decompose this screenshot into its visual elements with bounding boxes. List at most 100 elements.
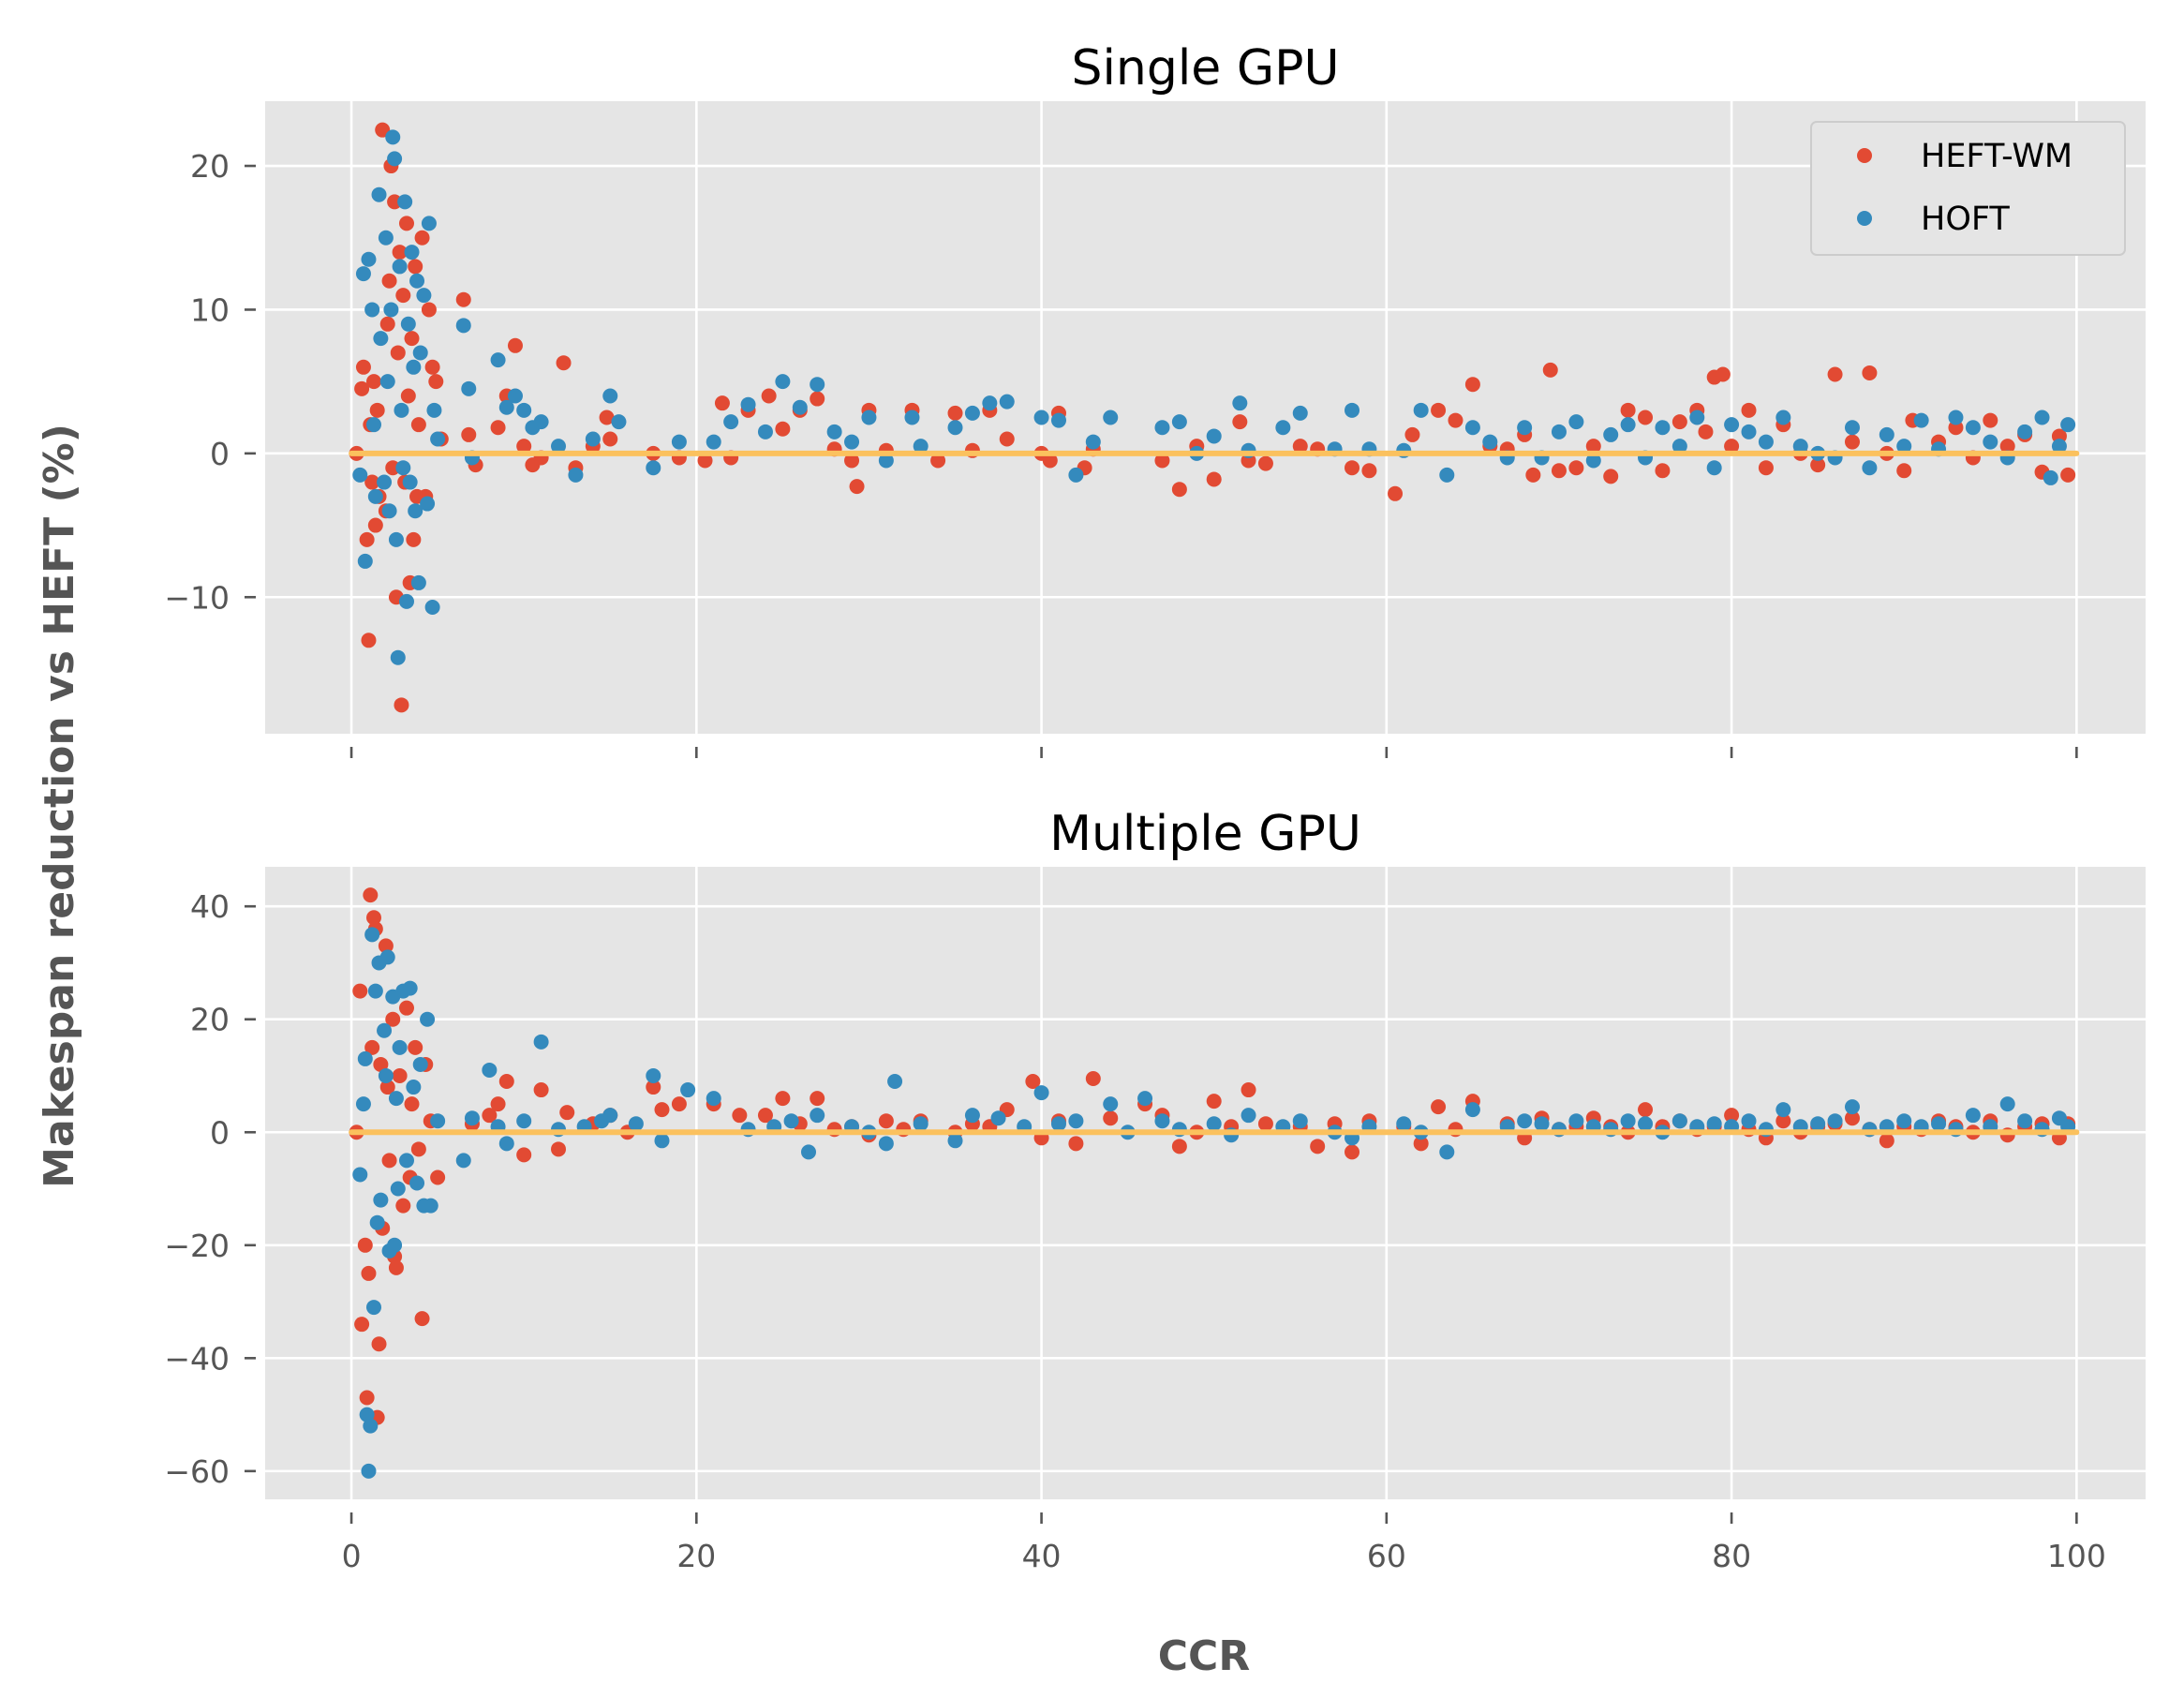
single-gpu-heft-wm-point bbox=[385, 460, 401, 476]
single-gpu-hoft-point bbox=[364, 302, 380, 318]
single-gpu-hoft-point bbox=[371, 186, 387, 202]
series-hoft bbox=[352, 129, 2076, 665]
single-gpu-heft-wm-point bbox=[1042, 453, 1058, 469]
multiple-gpu-hoft-point bbox=[1931, 1116, 1947, 1132]
multiple-gpu-hoft-point bbox=[654, 1133, 670, 1149]
single-gpu-heft-wm-point bbox=[1257, 455, 1273, 471]
single-gpu-hoft-point bbox=[461, 380, 477, 396]
single-gpu-heft-wm-point bbox=[1292, 439, 1308, 454]
single-gpu-hoft-point bbox=[740, 396, 756, 412]
multiple-gpu-hoft-point bbox=[1464, 1102, 1480, 1118]
single-gpu-heft-wm-point bbox=[406, 531, 422, 547]
single-gpu-hoft-point bbox=[394, 402, 409, 418]
multiple-gpu-hoft-point bbox=[1439, 1144, 1455, 1160]
single-gpu-hoft-point bbox=[826, 424, 842, 439]
single-gpu-hoft-point bbox=[387, 151, 403, 167]
single-gpu-heft-wm-point bbox=[849, 479, 865, 495]
multiple-gpu-hoft-point bbox=[602, 1108, 618, 1124]
multiple-gpu-hoft-point bbox=[1568, 1113, 1584, 1129]
multiple-gpu-hoft-point bbox=[516, 1113, 532, 1129]
multiple-gpu-heft-wm-point bbox=[430, 1169, 446, 1185]
multiple-gpu-heft-wm-point bbox=[1638, 1102, 1654, 1118]
single-gpu-heft-wm-point bbox=[1671, 414, 1687, 430]
single-gpu-hoft-point bbox=[1068, 467, 1084, 483]
multiple-gpu-hoft-point bbox=[455, 1153, 471, 1169]
single-gpu-hoft-point bbox=[792, 399, 808, 415]
single-gpu-hoft-point bbox=[1671, 439, 1687, 454]
panel-title: Multiple GPU bbox=[1049, 806, 1361, 862]
single-gpu-heft-wm-point bbox=[810, 391, 825, 407]
multiple-gpu-hoft-point bbox=[412, 1056, 428, 1072]
single-gpu-hoft-point bbox=[568, 467, 584, 483]
single-gpu-hoft-point bbox=[388, 531, 404, 547]
single-gpu-heft-wm-point bbox=[379, 316, 395, 332]
single-gpu-hoft-point bbox=[1103, 410, 1119, 425]
multiple-gpu-heft-wm-point bbox=[364, 1039, 380, 1055]
single-gpu-heft-wm-point bbox=[404, 331, 420, 347]
single-gpu-hoft-point bbox=[1655, 420, 1671, 436]
single-gpu-heft-wm-point bbox=[428, 374, 444, 390]
single-gpu-heft-wm-point bbox=[1715, 366, 1731, 382]
single-gpu-hoft-point bbox=[379, 374, 395, 390]
single-gpu-hoft-point bbox=[1792, 439, 1808, 454]
y-tick-label: 20 bbox=[190, 1002, 230, 1038]
single-gpu-hoft-point bbox=[373, 331, 389, 347]
multiple-gpu-heft-wm-point bbox=[378, 938, 394, 954]
multiple-gpu-hoft-point bbox=[1103, 1096, 1119, 1112]
multiple-gpu-hoft-point bbox=[464, 1110, 480, 1126]
x-tick-label: 80 bbox=[1712, 1538, 1751, 1574]
multiple-gpu-hoft-point bbox=[1068, 1113, 1084, 1129]
multiple-gpu-hoft-point bbox=[498, 1136, 514, 1152]
y-tick-label: −60 bbox=[164, 1453, 230, 1490]
single-gpu-heft-wm-point bbox=[1448, 412, 1463, 428]
single-gpu-hoft-point bbox=[400, 316, 416, 332]
single-gpu-heft-wm-point bbox=[1568, 460, 1584, 476]
single-gpu-heft-wm-point bbox=[392, 245, 408, 261]
single-gpu-heft-wm-point bbox=[408, 259, 423, 275]
single-gpu-heft-wm-point bbox=[1603, 469, 1619, 484]
multiple-gpu-heft-wm-point bbox=[398, 1000, 414, 1016]
y-tick-label: −40 bbox=[164, 1340, 230, 1377]
single-gpu-heft-wm-point bbox=[1361, 463, 1377, 479]
single-gpu-heft-wm-point bbox=[394, 697, 409, 713]
single-gpu-heft-wm-point bbox=[455, 291, 471, 307]
y-tick-label: 10 bbox=[190, 291, 230, 328]
multiple-gpu-heft-wm-point bbox=[1431, 1099, 1447, 1115]
single-gpu-hoft-point bbox=[455, 318, 471, 334]
single-gpu-hoft-point bbox=[646, 460, 661, 476]
single-gpu-hoft-point bbox=[1275, 420, 1291, 436]
single-gpu-hoft-point bbox=[611, 414, 627, 430]
single-gpu-heft-wm-point bbox=[361, 633, 377, 648]
single-gpu-hoft-point bbox=[1439, 467, 1455, 483]
single-gpu-heft-wm-point bbox=[1171, 482, 1187, 498]
multiple-gpu-panel: 0 20 40 60 80 100 −60 −40 −20 0 20 40 Multiple GPU bbox=[164, 806, 2146, 1574]
single-gpu-hoft-point bbox=[2060, 417, 2076, 433]
single-gpu-hoft-point bbox=[964, 405, 980, 421]
multiple-gpu-hoft-point bbox=[680, 1082, 696, 1098]
single-gpu-hoft-point bbox=[671, 434, 687, 450]
single-gpu-heft-wm-point bbox=[507, 337, 523, 353]
single-gpu-hoft-point bbox=[1482, 434, 1498, 450]
x-axis-label: CCR bbox=[1158, 1632, 1250, 1680]
single-gpu-hoft-point bbox=[1689, 410, 1705, 425]
multiple-gpu-hoft-point bbox=[1638, 1116, 1654, 1132]
multiple-gpu-heft-wm-point bbox=[732, 1108, 748, 1124]
multiple-gpu-heft-wm-point bbox=[1257, 1116, 1273, 1132]
single-gpu-hoft-point bbox=[1050, 412, 1066, 428]
multiple-gpu-heft-wm-point bbox=[1206, 1094, 1222, 1110]
single-gpu-hoft-point bbox=[775, 374, 791, 390]
single-gpu-heft-wm-point bbox=[369, 402, 385, 418]
multiple-gpu-hoft-point bbox=[482, 1062, 498, 1078]
multiple-gpu-hoft-point bbox=[990, 1110, 1006, 1126]
single-gpu-hoft-point bbox=[2034, 410, 2050, 425]
single-gpu-heft-wm-point bbox=[1810, 457, 1826, 473]
multiple-gpu-heft-wm-point bbox=[775, 1091, 791, 1107]
multiple-gpu-hoft-point bbox=[367, 983, 383, 999]
multiple-gpu-hoft-point bbox=[1741, 1113, 1757, 1129]
single-gpu-hoft-point bbox=[1206, 428, 1222, 444]
single-gpu-hoft-point bbox=[1879, 426, 1894, 442]
single-gpu-heft-wm-point bbox=[1154, 453, 1170, 469]
multiple-gpu-hoft-point bbox=[964, 1108, 980, 1124]
single-gpu-heft-wm-point bbox=[1525, 467, 1541, 483]
